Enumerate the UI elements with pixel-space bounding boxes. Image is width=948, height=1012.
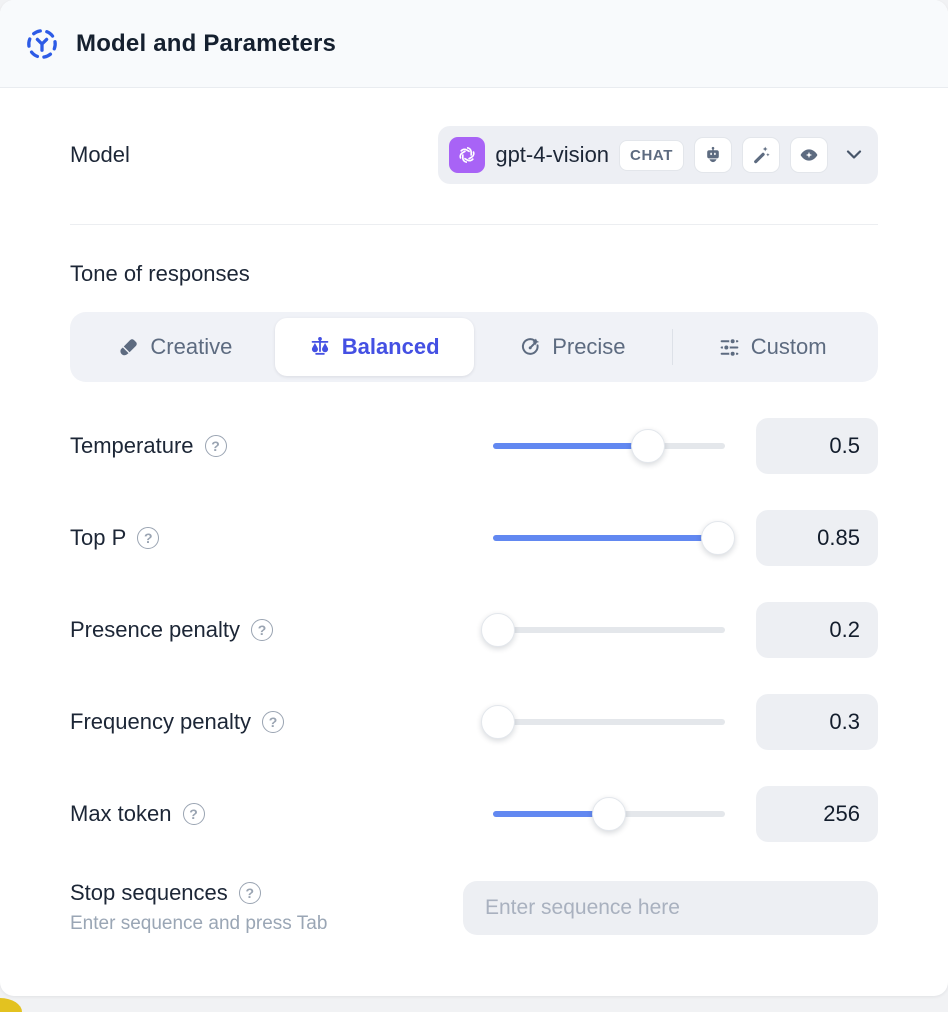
vision-eye-icon xyxy=(790,137,828,173)
tab-balanced[interactable]: Balanced xyxy=(274,318,474,376)
slider-thumb[interactable] xyxy=(480,613,515,647)
paintbrush-icon xyxy=(118,337,139,358)
help-icon[interactable]: ? xyxy=(251,619,273,641)
slider-thumb[interactable] xyxy=(480,705,515,739)
section-divider xyxy=(70,224,878,225)
temperature-slider[interactable] xyxy=(493,429,725,463)
chevron-down-icon xyxy=(846,150,862,160)
segment-divider xyxy=(672,329,674,365)
top-p-slider[interactable] xyxy=(493,521,736,555)
tone-segmented-control: Creative Balanced xyxy=(70,312,878,382)
stop-sequences-label-block: Stop sequences ? Enter sequence and pres… xyxy=(70,880,463,935)
param-label: Max token ? xyxy=(70,801,493,827)
tab-label: Balanced xyxy=(341,334,440,359)
stop-sequences-row: Stop sequences ? Enter sequence and pres… xyxy=(70,880,878,985)
openai-icon xyxy=(449,137,486,173)
background-accent-corner xyxy=(0,998,22,1012)
stop-sequences-hint: Enter sequence and press Tab xyxy=(70,913,328,934)
frequency-penalty-slider[interactable] xyxy=(480,705,725,739)
model-type-badge: CHAT xyxy=(619,139,684,171)
tab-label: Custom xyxy=(750,334,827,359)
param-label: Temperature ? xyxy=(70,433,493,459)
max-token-slider[interactable] xyxy=(493,797,725,831)
temperature-value[interactable]: 0.5 xyxy=(756,418,878,474)
param-row-presence-penalty: Presence penalty ? 0.2 xyxy=(70,602,878,658)
slider-thumb[interactable] xyxy=(701,521,736,555)
target-icon xyxy=(520,337,541,358)
model-select-dropdown[interactable]: gpt-4-vision CHAT xyxy=(438,126,878,184)
model-hub-icon xyxy=(24,26,60,62)
param-label: Presence penalty ? xyxy=(70,617,493,643)
max-token-value[interactable]: 256 xyxy=(756,786,878,842)
robot-icon xyxy=(694,137,732,173)
selected-model-name: gpt-4-vision xyxy=(495,142,610,167)
tab-custom[interactable]: Custom xyxy=(673,318,872,376)
help-icon[interactable]: ? xyxy=(182,803,205,825)
presence-penalty-slider[interactable] xyxy=(480,613,725,647)
param-row-top-p: Top P ? 0.85 xyxy=(70,510,878,566)
magic-wand-icon xyxy=(742,137,780,173)
sliders-icon xyxy=(719,337,740,358)
param-row-frequency-penalty: Frequency penalty ? 0.3 xyxy=(70,694,878,750)
presence-penalty-value[interactable]: 0.2 xyxy=(756,602,878,658)
param-label: Frequency penalty ? xyxy=(70,709,493,735)
stop-sequences-label: Stop sequences ? xyxy=(70,880,463,906)
slider-thumb[interactable] xyxy=(631,429,666,463)
tab-label: Creative xyxy=(150,334,233,359)
stop-sequence-input[interactable] xyxy=(463,880,878,935)
panel-header: Model and Parameters xyxy=(0,0,948,88)
param-row-temperature: Temperature ? 0.5 xyxy=(70,418,878,474)
model-label: Model xyxy=(70,142,130,167)
tab-creative[interactable]: Creative xyxy=(76,318,275,376)
tone-heading: Tone of responses xyxy=(70,261,250,286)
model-row: Model gpt-4-vision CH xyxy=(70,126,878,184)
balance-scale-icon xyxy=(309,336,331,358)
slider-thumb[interactable] xyxy=(592,797,626,831)
help-icon[interactable]: ? xyxy=(204,435,227,457)
help-icon[interactable]: ? xyxy=(137,527,160,549)
panel-title: Model and Parameters xyxy=(76,29,337,57)
tab-label: Precise xyxy=(552,334,626,359)
top-p-value[interactable]: 0.85 xyxy=(756,510,878,566)
param-label: Top P ? xyxy=(70,525,493,551)
param-row-max-token: Max token ? 256 xyxy=(70,786,878,842)
tab-precise[interactable]: Precise xyxy=(474,318,673,376)
frequency-penalty-value[interactable]: 0.3 xyxy=(756,694,878,750)
help-icon[interactable]: ? xyxy=(238,882,261,904)
help-icon[interactable]: ? xyxy=(262,711,284,733)
